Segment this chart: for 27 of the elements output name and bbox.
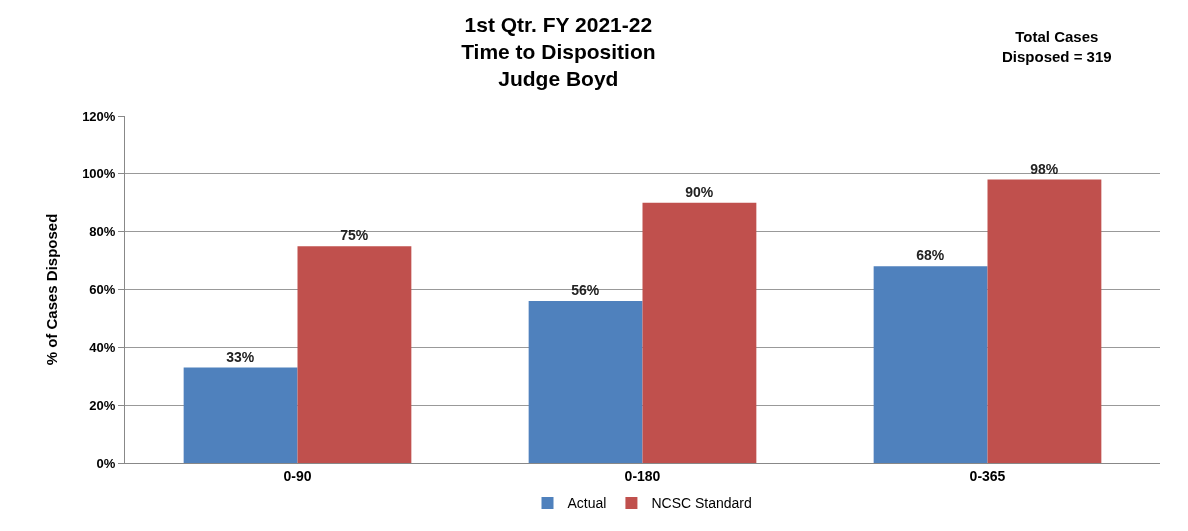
y-tick-label: 120%: [82, 108, 116, 124]
bar: [873, 266, 988, 463]
y-tick-label: 60%: [89, 282, 116, 298]
legend-label: NCSC Standard: [651, 495, 752, 512]
y-axis-title: % of Cases Disposed: [43, 213, 61, 366]
data-label: 33%: [226, 348, 255, 365]
legend-label: Actual: [567, 495, 607, 512]
bar: [987, 179, 1102, 463]
x-tick-label: 0-365: [969, 467, 1006, 484]
y-tick-label: 0%: [96, 455, 116, 471]
data-label: 68%: [916, 247, 945, 264]
x-tick-label: 0-90: [283, 467, 312, 484]
y-tick-label: 100%: [82, 166, 116, 182]
data-label: 90%: [685, 183, 714, 200]
bar: [528, 301, 643, 463]
bar: [297, 246, 412, 463]
data-label: 75%: [340, 227, 369, 244]
data-label: 98%: [1030, 160, 1059, 177]
y-tick-label: 40%: [89, 339, 116, 355]
y-tick-label: 80%: [89, 224, 116, 240]
x-tick-label: 0-180: [624, 467, 661, 484]
chart-title: 1st Qtr. FY 2021-22 Time to Disposition Judge Boyd: [461, 12, 656, 91]
y-tick-label: 20%: [89, 397, 116, 413]
bar: [183, 367, 298, 463]
bar: [642, 202, 757, 463]
data-label: 56%: [571, 282, 600, 299]
text: Total Cases Disposed = 319: [1002, 28, 1112, 65]
